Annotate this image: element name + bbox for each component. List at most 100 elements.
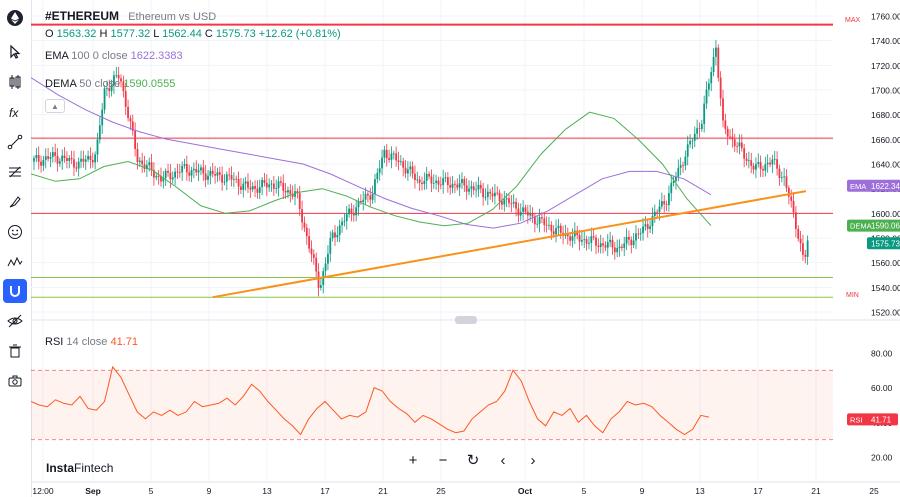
pane-resize-handle[interactable] bbox=[455, 316, 477, 324]
candle-body bbox=[618, 246, 621, 249]
candle-body bbox=[73, 159, 75, 168]
dema-name: DEMA bbox=[45, 78, 77, 90]
brush-icon[interactable] bbox=[3, 190, 27, 214]
dema-legend[interactable]: DEMA 50 close 1590.0555 bbox=[45, 78, 175, 90]
candle-body bbox=[557, 225, 560, 229]
candle-body bbox=[105, 88, 108, 89]
magnet-icon[interactable] bbox=[3, 279, 27, 303]
candle-body bbox=[169, 172, 172, 180]
candle-body bbox=[510, 203, 513, 205]
hide-drawings-icon[interactable] bbox=[3, 309, 27, 333]
candle-body bbox=[700, 123, 703, 129]
candle-body bbox=[675, 176, 677, 181]
candle-body bbox=[40, 161, 42, 166]
candle-body bbox=[656, 211, 659, 213]
candle-body bbox=[284, 190, 287, 193]
candle-body bbox=[70, 157, 73, 160]
dema-line bbox=[31, 111, 712, 227]
candle-body bbox=[157, 176, 160, 177]
candle-body bbox=[200, 167, 202, 171]
candle-body bbox=[620, 246, 623, 248]
candle-body bbox=[646, 224, 649, 229]
candle-body bbox=[719, 77, 722, 99]
candle-body bbox=[712, 56, 715, 73]
time-tick-label: 5 bbox=[582, 486, 587, 496]
ema-value: 1622.3383 bbox=[130, 50, 183, 62]
price-axis: 1760.00 1740.00 1720.00 1700.00 1680.00 1660.… bbox=[871, 12, 900, 318]
candle-body bbox=[376, 172, 379, 180]
candle-body bbox=[143, 164, 146, 169]
rsi-legend[interactable]: RSI 14 close 41.71 bbox=[45, 336, 138, 348]
symbol-description: Ethereum vs USD bbox=[128, 11, 217, 23]
candle-body bbox=[806, 240, 809, 257]
price-tick-label: 1600.00 bbox=[871, 209, 900, 219]
candle-body bbox=[439, 184, 442, 186]
scroll-right-icon[interactable]: › bbox=[530, 451, 536, 469]
candle-body bbox=[592, 236, 595, 238]
candle-body bbox=[42, 159, 45, 166]
trend-line[interactable] bbox=[212, 190, 807, 299]
zoom-out-icon[interactable]: − bbox=[438, 451, 448, 469]
screenshot-icon[interactable] bbox=[3, 369, 27, 393]
candle-body bbox=[477, 184, 480, 190]
candle-body bbox=[503, 199, 506, 205]
candle-body bbox=[58, 161, 61, 164]
candle-body bbox=[334, 232, 336, 238]
candle-body bbox=[406, 169, 409, 174]
indicators-icon[interactable]: fx bbox=[3, 100, 27, 124]
reset-icon[interactable]: ↻ bbox=[466, 452, 480, 469]
candle-body bbox=[54, 152, 57, 156]
candle-body bbox=[242, 183, 245, 190]
ema-name: EMA bbox=[45, 50, 69, 62]
candle-body bbox=[247, 181, 249, 188]
pattern-icon[interactable] bbox=[3, 250, 27, 274]
candle-body bbox=[799, 238, 802, 244]
candle-body bbox=[167, 170, 169, 173]
ema-legend[interactable]: EMA 100 0 close 1622.3383 bbox=[45, 50, 183, 62]
trash-icon[interactable] bbox=[3, 339, 27, 363]
candle-body bbox=[726, 128, 729, 137]
candle-body bbox=[343, 221, 346, 222]
candle-body bbox=[282, 182, 285, 191]
candle-body bbox=[705, 89, 708, 104]
candle-body bbox=[548, 224, 550, 226]
zoom-in-icon[interactable]: + bbox=[408, 451, 418, 469]
candle-body bbox=[677, 167, 680, 177]
candle-body bbox=[729, 136, 731, 138]
symbol-name[interactable]: #ETHEREUM bbox=[45, 9, 120, 23]
candle-body bbox=[103, 88, 106, 110]
candle-body bbox=[371, 194, 374, 200]
candle-body bbox=[308, 236, 311, 249]
candle-body bbox=[47, 156, 50, 159]
candle-body bbox=[762, 168, 764, 171]
candle-body bbox=[193, 168, 195, 171]
candle-body bbox=[639, 232, 642, 234]
candle-body bbox=[745, 158, 748, 161]
candle-body bbox=[635, 233, 637, 241]
candle-body bbox=[402, 161, 405, 168]
scroll-left-icon[interactable]: ‹ bbox=[500, 451, 506, 469]
candle-body bbox=[33, 158, 35, 162]
candle-body bbox=[508, 198, 510, 204]
emoji-icon[interactable] bbox=[3, 220, 27, 244]
collapse-legend-icon[interactable]: ▲ bbox=[45, 99, 65, 113]
close-label: C bbox=[204, 28, 213, 40]
candle-body bbox=[416, 179, 419, 181]
candle-body bbox=[707, 83, 710, 90]
fib-tool-icon[interactable] bbox=[3, 160, 27, 184]
candle-body bbox=[77, 161, 80, 169]
candle-body bbox=[385, 149, 388, 159]
candles-icon[interactable] bbox=[3, 70, 27, 94]
close-value: 1575.73 bbox=[215, 28, 256, 40]
trendline-tool-icon[interactable] bbox=[3, 130, 27, 154]
candle-body bbox=[228, 174, 231, 176]
candle-body bbox=[630, 239, 633, 246]
candle-body bbox=[755, 164, 757, 170]
candle-body bbox=[87, 155, 89, 160]
candle-body bbox=[628, 236, 630, 240]
rsi-name: RSI bbox=[45, 336, 64, 348]
candle-body bbox=[51, 152, 54, 157]
candle-body bbox=[305, 227, 308, 237]
cursor-icon[interactable] bbox=[3, 40, 27, 64]
candle-body bbox=[475, 189, 477, 191]
